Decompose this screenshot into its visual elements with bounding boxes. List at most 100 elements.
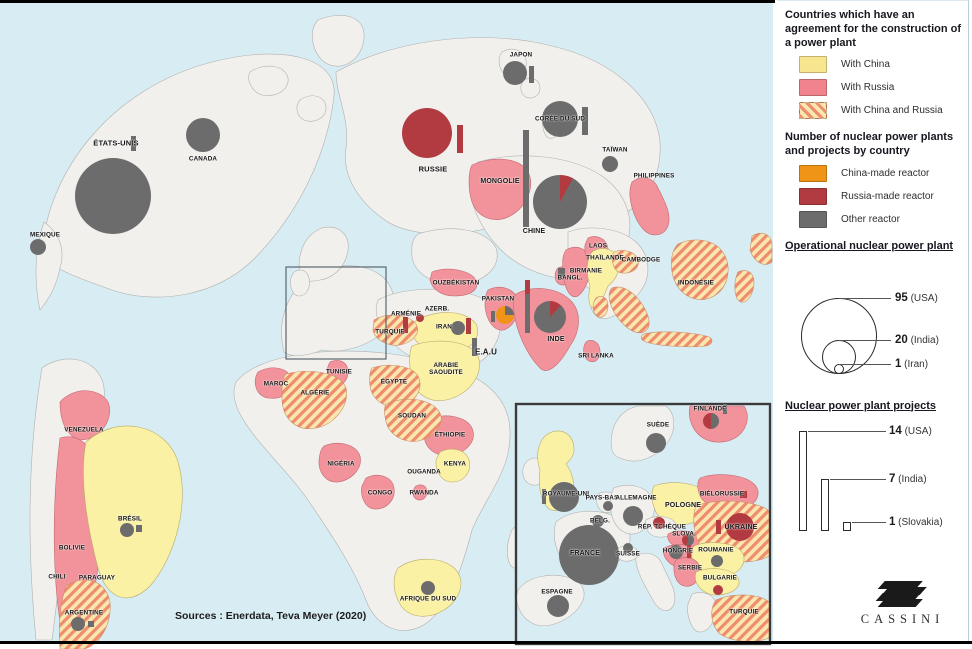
brazil-projects-marker xyxy=(136,525,142,532)
country-label: Bulgarie xyxy=(702,574,738,582)
turkey-projects-marker xyxy=(403,317,408,333)
country-label: Sri Lanka xyxy=(578,352,614,360)
operational-scale-diagram: 95 (USA) 20 (India) 1 (Iran) xyxy=(785,260,962,388)
mexico-plants-marker xyxy=(30,239,46,255)
country-label: Nigéria xyxy=(327,460,355,468)
country-label: Chili xyxy=(48,573,66,581)
finland-plants-marker xyxy=(703,413,719,429)
legend-item-with-china: With China xyxy=(799,56,962,74)
legend-item-label: China-made reactor xyxy=(841,167,930,179)
country-label: Roumanie xyxy=(698,546,734,554)
country-label: Cambodge xyxy=(621,256,661,264)
world-map-area: États-Unis Canada Mexique Japon Corée du Sud… xyxy=(0,3,773,649)
legend-item-other-reactor: Other reactor xyxy=(799,210,962,228)
country-label: Algérie xyxy=(300,389,330,397)
iran-plants-marker xyxy=(451,321,465,335)
scale-line xyxy=(830,479,886,481)
country-label: Serbie xyxy=(677,564,703,572)
country-label: Taïwan xyxy=(602,146,628,154)
russia-projects-marker xyxy=(457,125,463,153)
countries-with-china-and-russia-agreement xyxy=(58,233,773,649)
taiwan-plants-marker xyxy=(602,156,618,172)
china-plants-marker xyxy=(533,175,587,229)
netherlands-plants-marker xyxy=(603,501,613,511)
country-label: Canada xyxy=(188,155,218,163)
legend-item-label: Other reactor xyxy=(841,213,900,225)
country-label: Pakistan xyxy=(481,295,515,303)
country-label: Turquie xyxy=(375,328,405,336)
japan-plants-marker xyxy=(503,61,527,85)
india-plants-marker xyxy=(534,301,566,333)
logo-layer-icon xyxy=(877,599,924,607)
country-label: Mexique xyxy=(29,231,61,239)
country-label: Argentine xyxy=(64,609,104,617)
projects-scale-diagram: 14 (USA) 7 (India) 1 (Slovakia) xyxy=(785,419,962,541)
country-label: Afrique du Sud xyxy=(399,595,457,603)
uae-projects-marker xyxy=(472,338,477,356)
country-label: Bolivie xyxy=(58,544,86,552)
country-label: Azerb. xyxy=(424,305,450,313)
scale-label: 1 (Slovakia) xyxy=(889,516,943,529)
operational-scale-title: Operational nuclear power plant xyxy=(785,239,954,252)
usa-projects-marker xyxy=(131,136,136,151)
country-label: Soudan xyxy=(397,412,427,420)
ukraine-plants-marker xyxy=(726,513,754,541)
uk-projects-marker xyxy=(542,489,546,504)
country-label: Pays-Bas xyxy=(585,494,619,502)
cassini-logo: CASSINI xyxy=(857,581,945,627)
uk-plants-marker xyxy=(549,482,579,512)
country-label: Arménie xyxy=(390,310,422,318)
country-label: Rép. tchèque xyxy=(637,523,687,531)
india-projects-russia-marker xyxy=(525,280,530,294)
argentina-projects-marker xyxy=(88,621,94,627)
belarus-projects-marker xyxy=(740,491,747,498)
country-label: Ukraine xyxy=(724,523,758,531)
country-label: Japon xyxy=(509,51,533,59)
scale-label: 7 (India) xyxy=(889,473,927,486)
romania-plants-marker xyxy=(711,555,723,567)
czech-plants-marker xyxy=(653,517,665,529)
country-label: Royaume-Uni xyxy=(542,490,590,498)
country-label: Égypte xyxy=(380,378,408,386)
country-label: Bangl. xyxy=(557,274,583,282)
russia-color-swatch xyxy=(799,79,827,97)
country-label: Éthiopie xyxy=(434,431,466,439)
country-label: Laos xyxy=(588,242,608,250)
pakistan-projects-marker xyxy=(491,311,495,322)
legend-item-label: With Russia xyxy=(841,82,895,94)
france-projects-marker xyxy=(601,549,608,556)
south-korea-plants-marker xyxy=(542,101,578,137)
agreement-legend-title: Countries which have an agreement for th… xyxy=(785,9,962,49)
legend-panel: Countries which have an agreement for th… xyxy=(777,0,969,641)
pakistan-plants-marker xyxy=(496,306,514,324)
brazil-plants-marker xyxy=(120,523,134,537)
china-russia-hatch-swatch xyxy=(799,102,827,120)
country-label: France xyxy=(569,549,601,557)
hungary-projects-marker xyxy=(687,545,691,558)
scale-bar xyxy=(843,522,851,532)
reactor-legend-title: Number of nuclear power plants and proje… xyxy=(785,131,954,157)
country-label: Allemagne xyxy=(615,494,657,502)
country-label: Suède xyxy=(646,421,670,429)
argentina-plants-marker xyxy=(71,617,85,631)
scale-label: 14 (USA) xyxy=(889,425,932,438)
germany-plants-marker xyxy=(623,506,643,526)
scale-line xyxy=(808,431,886,433)
legend-item-label: With China and Russia xyxy=(841,105,943,117)
scale-bar xyxy=(821,479,829,532)
country-label: États-Unis xyxy=(93,138,139,148)
projects-scale-title: Nuclear power plant projects xyxy=(785,399,936,412)
russia-reactor-swatch xyxy=(799,187,827,205)
finland-projects-marker xyxy=(723,404,727,414)
other-reactor-swatch xyxy=(799,210,827,228)
china-color-swatch xyxy=(799,56,827,74)
japan-projects-marker xyxy=(529,66,534,83)
sweden-plants-marker xyxy=(646,433,666,453)
country-label: Espagne xyxy=(541,588,573,596)
scale-label: 95 (USA) xyxy=(895,291,938,304)
source-note: Sources : Enerdata, Teva Meyer (2020) xyxy=(175,610,367,622)
china-reactor-swatch xyxy=(799,164,827,182)
country-label: Biélorussie xyxy=(699,490,745,498)
country-label: Corée du Sud xyxy=(534,115,586,123)
ukraine-projects-marker xyxy=(716,520,721,534)
